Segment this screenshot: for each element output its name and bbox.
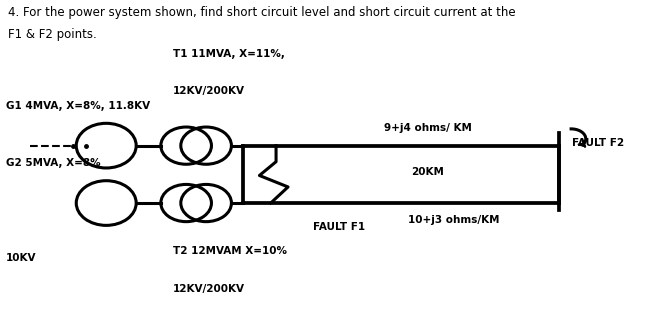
Text: 12KV/200KV: 12KV/200KV bbox=[173, 284, 245, 294]
Text: 10KV: 10KV bbox=[6, 253, 37, 263]
Text: G2 5MVA, X=8%: G2 5MVA, X=8% bbox=[6, 158, 101, 168]
Text: FAULT F2: FAULT F2 bbox=[573, 137, 624, 147]
Text: 4. For the power system shown, find short circuit level and short circuit curren: 4. For the power system shown, find shor… bbox=[8, 6, 515, 19]
Text: F1 & F2 points.: F1 & F2 points. bbox=[8, 28, 97, 41]
Text: FAULT F1: FAULT F1 bbox=[312, 222, 365, 232]
Text: 9+j4 ohms/ KM: 9+j4 ohms/ KM bbox=[384, 123, 472, 133]
Text: T1 11MVA, X=11%,: T1 11MVA, X=11%, bbox=[173, 49, 285, 59]
Text: 12KV/200KV: 12KV/200KV bbox=[173, 86, 245, 96]
Text: T2 12MVAM X=10%: T2 12MVAM X=10% bbox=[173, 246, 287, 256]
Text: 20KM: 20KM bbox=[411, 167, 444, 177]
Text: 10+j3 ohms/KM: 10+j3 ohms/KM bbox=[409, 215, 500, 225]
Text: G1 4MVA, X=8%, 11.8KV: G1 4MVA, X=8%, 11.8KV bbox=[6, 101, 151, 111]
